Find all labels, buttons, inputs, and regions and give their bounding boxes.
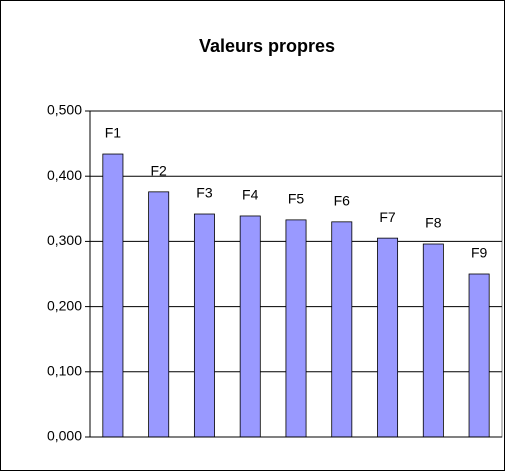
data-label: F5 [288, 191, 305, 207]
y-tick-label: 0,300 [47, 232, 82, 248]
bar [148, 191, 170, 438]
bar [239, 215, 261, 438]
bar [331, 221, 353, 438]
y-tick-label: 0,500 [47, 102, 82, 118]
y-tick-label: 0,400 [47, 167, 82, 183]
data-label: F3 [196, 185, 213, 201]
bar [102, 153, 124, 438]
chart-title: Valeurs propres [199, 36, 335, 56]
y-tick-label: 0,100 [47, 363, 82, 379]
y-tick-label: 0,000 [47, 428, 82, 444]
data-label: F9 [471, 245, 488, 261]
data-label: F4 [242, 187, 259, 203]
data-label: F6 [334, 193, 351, 209]
bar [377, 237, 399, 438]
bar [193, 213, 215, 438]
bar [285, 219, 307, 438]
data-label: F2 [150, 163, 167, 179]
bar [422, 243, 444, 438]
data-label: F7 [379, 209, 396, 225]
data-label: F1 [105, 125, 122, 141]
y-tick-label: 0,200 [47, 297, 82, 313]
data-label: F8 [425, 215, 442, 231]
bar [468, 273, 490, 438]
